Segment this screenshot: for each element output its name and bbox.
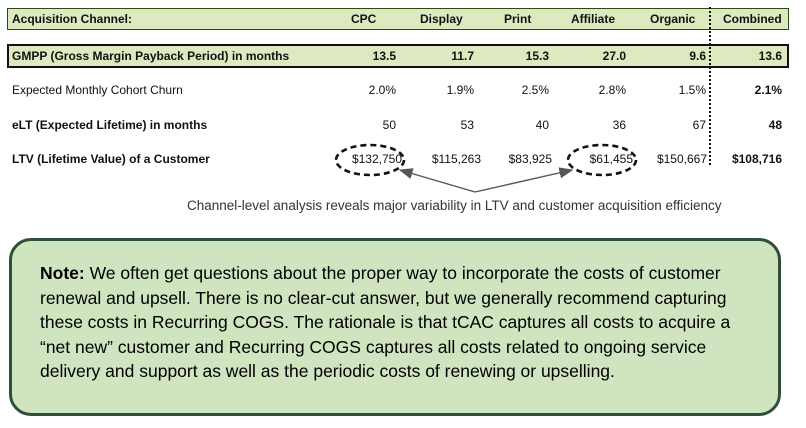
gmpp-row-bar [7,44,789,68]
cell-gmpp-combined: 13.6 [758,49,782,63]
column-header-combined: Combined [723,12,782,26]
cell-elt-print: 40 [535,118,549,132]
row-label-elt: eLT (Expected Lifetime) in months [12,118,208,132]
cell-churn-cpc: 2.0% [368,83,396,97]
ltv-cpc-highlight-ellipse [334,143,406,177]
cell-ltv-print: $83,925 [508,152,552,166]
column-header-display: Display [420,12,463,26]
cell-ltv-organic: $150,667 [656,152,707,166]
note-box: Note: We often get questions about the p… [9,238,781,416]
cell-churn-affiliate: 2.8% [598,83,626,97]
note-label: Note: [40,263,85,283]
cell-ltv-cpc: $132,750 [351,152,402,166]
cell-elt-cpc: 50 [382,118,396,132]
cell-churn-display: 1.9% [446,83,474,97]
cell-gmpp-print: 15.3 [525,49,549,63]
header-label: Acquisition Channel: [12,12,132,26]
cell-gmpp-affiliate: 27.0 [602,49,626,63]
row-label-gmpp: GMPP (Gross Margin Payback Period) in mo… [12,49,290,63]
arrow-to-cpc [398,168,476,193]
cell-elt-display: 53 [460,118,474,132]
cell-elt-affiliate: 36 [612,118,626,132]
cell-churn-organic: 1.5% [678,83,706,97]
cell-ltv-display: $115,263 [431,152,481,166]
arrow-to-affiliate [474,167,574,193]
cell-gmpp-organic: 9.6 [689,49,706,63]
cell-gmpp-display: 11.7 [451,49,474,63]
row-label-ltv: LTV (Lifetime Value) of a Customer [12,152,210,166]
combined-column-divider [709,7,711,165]
note-text: We often get questions about the proper … [40,263,731,381]
analysis-caption: Channel-level analysis reveals major var… [187,198,722,213]
cell-churn-combined: 2.1% [754,83,782,97]
cell-gmpp-cpc: 13.5 [372,49,396,63]
cell-elt-organic: 67 [692,118,706,132]
cell-elt-combined: 48 [768,118,782,132]
cell-churn-print: 2.5% [521,83,549,97]
column-header-organic: Organic [650,12,696,26]
row-label-churn: Expected Monthly Cohort Churn [12,83,183,97]
column-header-affiliate: Affiliate [571,12,616,26]
table-header-bar [7,8,789,30]
cell-ltv-combined: $108,716 [731,152,782,166]
column-header-cpc: CPC [351,12,377,26]
ltv-affiliate-highlight-ellipse [566,143,638,177]
cell-ltv-affiliate: $61,455 [589,152,633,166]
column-header-print: Print [504,12,532,26]
